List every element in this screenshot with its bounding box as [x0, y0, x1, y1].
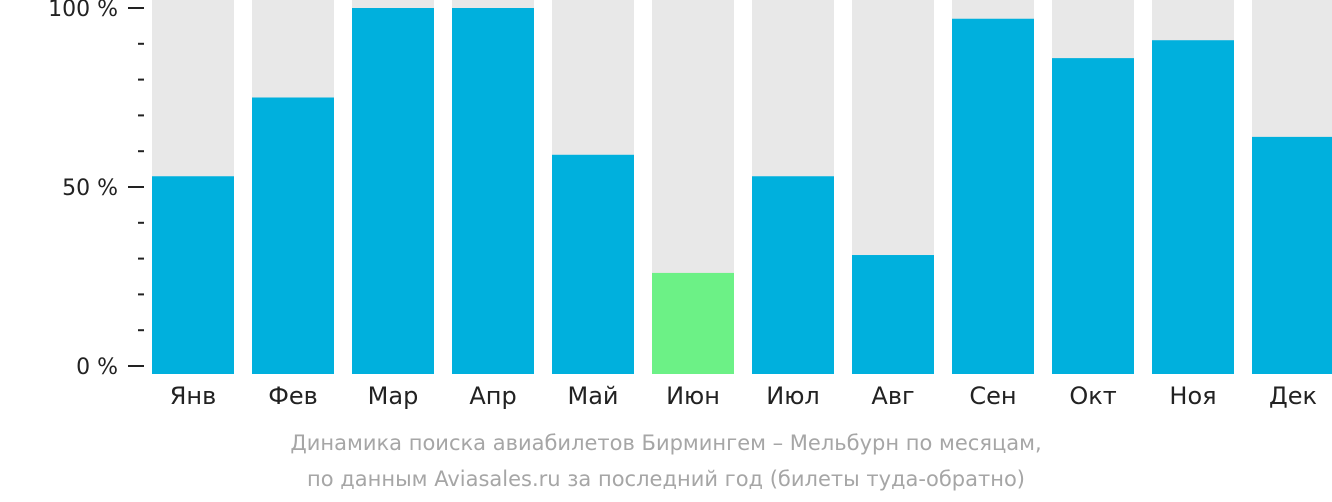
bar-10 [1052, 58, 1134, 375]
x-tick-label: Июн [666, 382, 720, 410]
bar-11 [1152, 40, 1234, 374]
x-tick-label: Июл [766, 382, 820, 410]
bar-9 [952, 18, 1034, 375]
bar-12 [1252, 136, 1332, 374]
x-tick-label: Апр [469, 382, 516, 410]
bar-5 [552, 154, 634, 374]
y-tick-label: 100 % [48, 0, 118, 22]
x-tick-label: Дек [1269, 382, 1317, 410]
y-axis: 0 % 50 % 100 % [48, 0, 144, 380]
y-tick-label: 0 % [76, 355, 118, 380]
bar-7 [752, 176, 834, 374]
x-tick-label: Мар [368, 382, 419, 410]
chart-caption-line-1: Динамика поиска авиабилетов Бирмингем – … [290, 431, 1042, 455]
bar-8 [852, 255, 934, 374]
x-tick-label: Ноя [1169, 382, 1216, 410]
x-tick-label: Май [567, 382, 618, 410]
data-bars [152, 8, 1332, 375]
x-axis-labels: Янв Фев Мар Апр Май Июн Июл Авг Сен Окт Ноя Дек [170, 382, 1317, 410]
bar-6-highlighted [652, 272, 734, 374]
x-tick-label: Сен [969, 382, 1016, 410]
x-tick-label: Окт [1069, 382, 1116, 410]
bar-2 [252, 97, 334, 374]
chart-caption-line-2: по данным Aviasales.ru за последний год … [307, 467, 1025, 491]
bar-1 [152, 176, 234, 374]
y-tick-label: 50 % [62, 176, 118, 201]
x-tick-label: Янв [170, 382, 217, 410]
x-tick-label: Фев [268, 382, 318, 410]
bar-3 [352, 8, 434, 374]
bar-4 [452, 8, 534, 374]
x-tick-label: Авг [871, 382, 914, 410]
